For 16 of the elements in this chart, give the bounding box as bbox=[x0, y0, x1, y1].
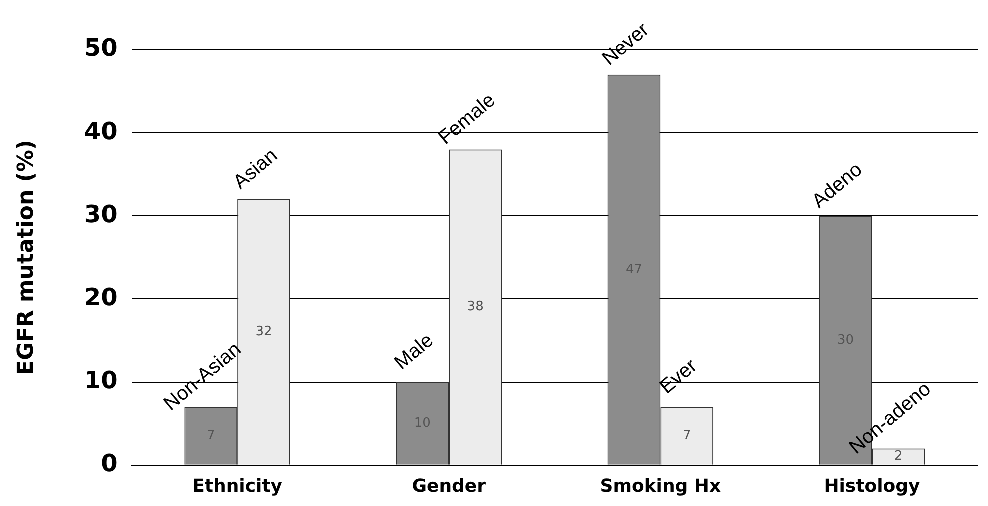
y-tick-label: 0 bbox=[101, 450, 118, 478]
y-tick-label: 30 bbox=[84, 200, 118, 228]
y-tick-label: 50 bbox=[84, 34, 118, 62]
data-label: 7 bbox=[682, 428, 692, 444]
data-label: 32 bbox=[256, 324, 272, 340]
data-label: 38 bbox=[467, 300, 484, 315]
annotation: Male bbox=[390, 330, 438, 374]
y-tick-label: 10 bbox=[84, 366, 118, 395]
y-tick-label: 40 bbox=[84, 117, 118, 146]
x-tick-label: Smoking Hx bbox=[600, 476, 722, 497]
x-tick-label: Histology bbox=[824, 476, 921, 497]
y-axis-title: EGFR mutation (%) bbox=[14, 140, 39, 376]
x-tick-label: Ethnicity bbox=[192, 476, 283, 497]
y-tick-label: 20 bbox=[84, 283, 118, 312]
annotation: Ever bbox=[656, 355, 702, 399]
x-tick-label: Gender bbox=[412, 476, 486, 497]
